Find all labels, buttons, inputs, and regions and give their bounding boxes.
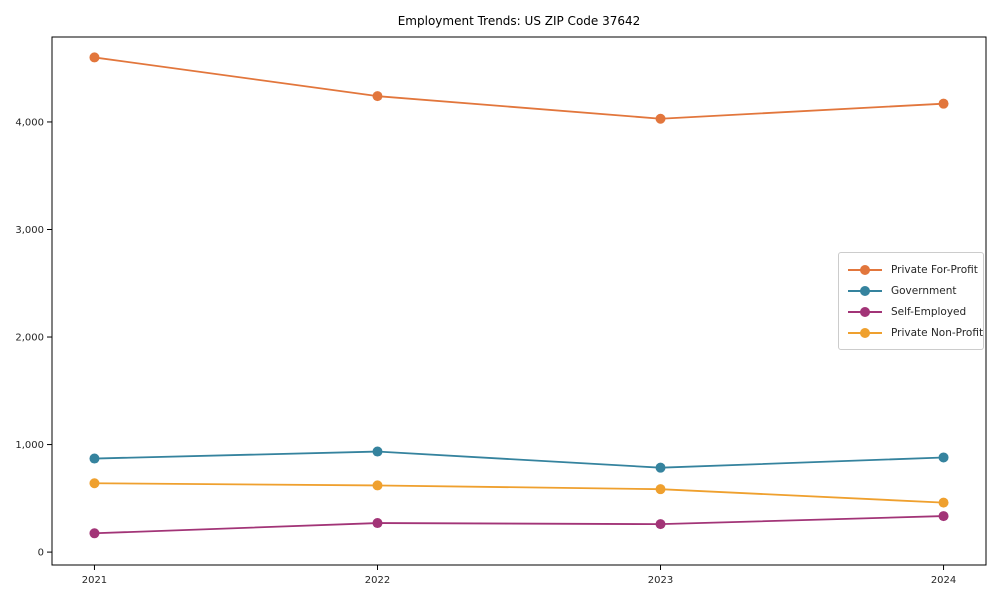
series-line-government [94,450,944,469]
y-tick-label: 1,000 [15,440,44,451]
series-marker-self-employed [89,528,100,539]
series-marker-private-for-profit [89,52,100,63]
legend-label: Self-Employed [891,305,967,318]
x-tick-label: 2022 [365,575,390,586]
series-marker-private-for-profit [938,98,949,109]
series-marker-government [89,453,100,464]
y-tick-label: 2,000 [15,333,44,344]
legend-label: Government [891,284,957,297]
x-tick-label: 2024 [931,575,956,586]
plot-area: 0 1,000 2,000 3,000 4,000 2021 2022 2023 2024 [15,36,987,586]
axes-frame [51,36,987,566]
series-marker-private-non-profit [89,478,100,489]
series-marker-private-non-profit [372,480,383,491]
legend-swatch-icon [848,306,882,318]
series-line-private-for-profit [94,56,944,120]
legend-item-government: Government [848,280,975,301]
series-marker-self-employed [655,519,666,530]
series-marker-government [655,462,666,473]
series-marker-private-non-profit [938,497,949,508]
legend-item-private-for-profit: Private For-Profit [848,259,978,280]
legend-item-private-non-profit: Private Non-Profit [848,322,983,343]
series-marker-government [372,446,383,457]
series-line-self-employed [94,515,944,535]
chart-title: Employment Trends: US ZIP Code 37642 [398,14,641,28]
x-tick-label: 2023 [648,575,673,586]
legend-swatch-icon [848,327,882,339]
series-marker-private-for-profit [655,113,666,124]
series-marker-private-for-profit [372,91,383,102]
legend-swatch-icon [848,264,882,276]
series-line-private-non-profit [94,482,944,504]
series-marker-self-employed [372,518,383,529]
y-tick-label: 0 [38,548,44,559]
series-marker-government [938,452,949,463]
y-tick-label: 3,000 [15,225,44,236]
y-tick-label: 4,000 [15,117,44,128]
legend: Private For-Profit Government Self-Employe… [838,252,984,350]
legend-label: Private Non-Profit [891,326,984,339]
legend-item-self-employed: Self-Employed [848,301,975,322]
x-tick-label: 2021 [82,575,107,586]
legend-swatch-icon [848,285,882,297]
series-marker-self-employed [938,511,949,522]
series-marker-private-non-profit [655,484,666,495]
legend-label: Private For-Profit [891,263,978,276]
